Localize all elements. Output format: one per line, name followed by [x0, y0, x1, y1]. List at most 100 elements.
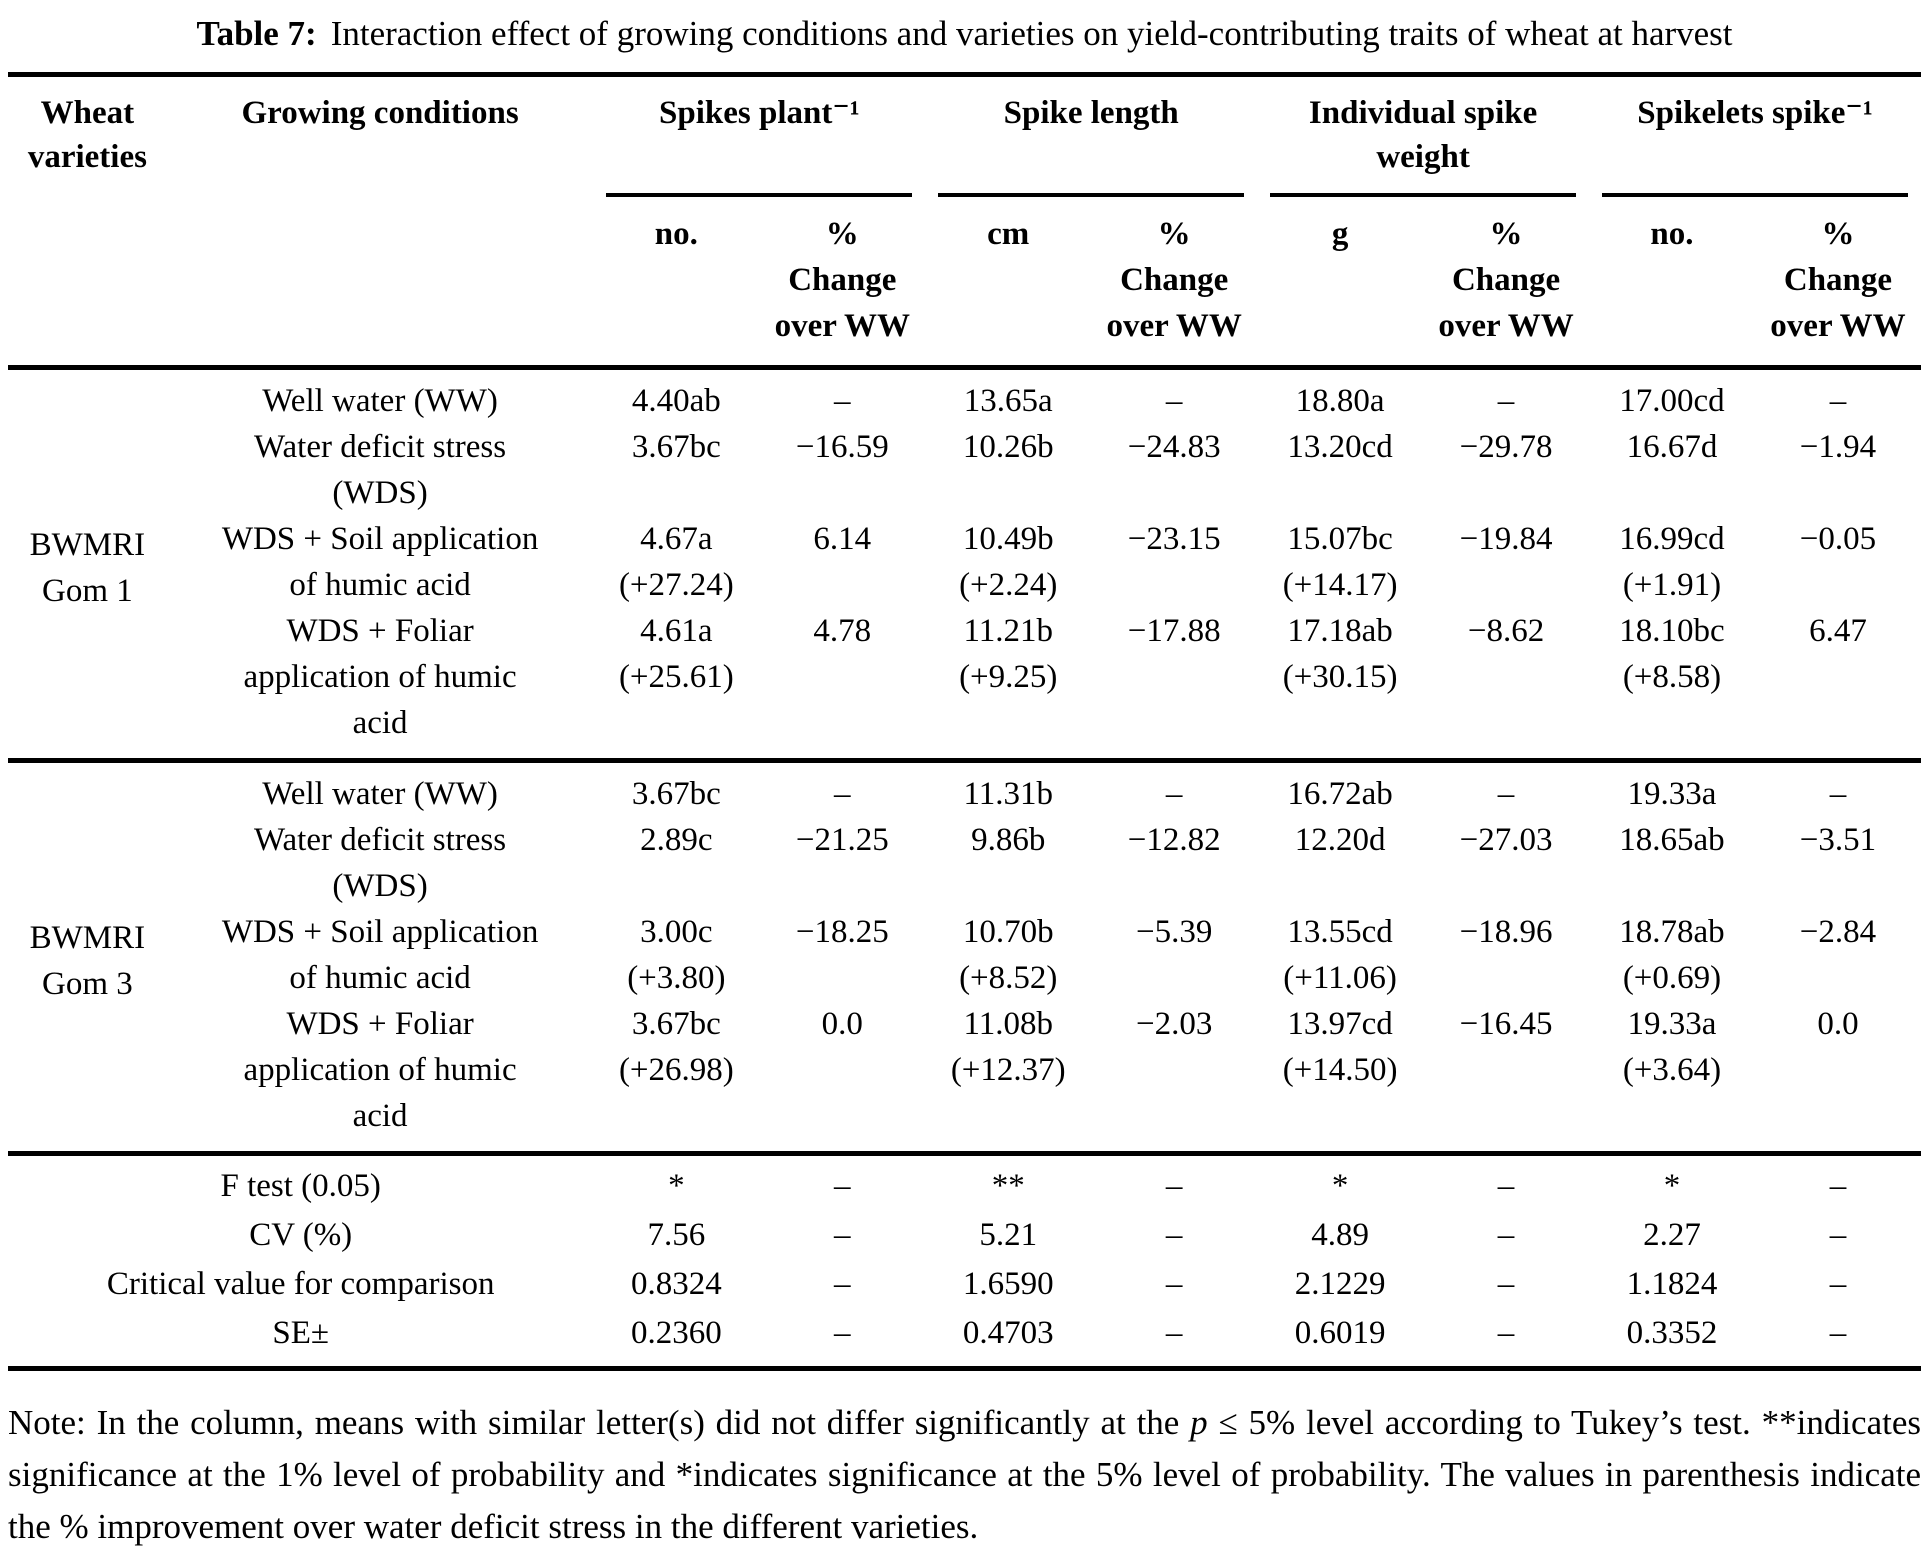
value-main: 17.00cd	[1619, 382, 1725, 419]
value-main: −8.62	[1467, 612, 1545, 649]
value-cell: −29.78	[1423, 424, 1589, 516]
value-main: −16.59	[795, 428, 889, 465]
value-main: 6.14	[813, 520, 872, 557]
value-cell: −18.96	[1423, 909, 1589, 1001]
value-main: 13.65a	[963, 382, 1053, 419]
value-cell: 0.0	[759, 1001, 925, 1154]
header-group-spikelets-spike: Spikelets spike⁻¹	[1589, 75, 1921, 197]
group-underline	[606, 192, 913, 197]
value-cell: −17.88	[1091, 608, 1257, 761]
value-cell: −23.15	[1091, 516, 1257, 608]
value-parenthesis: (+3.64)	[1622, 1051, 1722, 1088]
value-main: 10.49b	[962, 520, 1054, 557]
stats-value-cell: –	[1165, 1167, 1183, 1204]
value-cell: 4.67a (+27.24)	[593, 516, 759, 608]
value-main: 11.31b	[963, 775, 1053, 812]
stats-row: SE± 0.2360 – 0.4703 – 0.6019 – 0.3352 –	[8, 1309, 1921, 1369]
value-cell: 4.40ab	[593, 367, 759, 424]
value-main: −21.25	[795, 821, 889, 858]
value-cell: 13.20cd	[1257, 424, 1423, 516]
value-main: 3.67bc	[631, 1005, 721, 1042]
header-group-spike-length: Spike length	[925, 75, 1257, 197]
stats-value-cell: 4.89	[1311, 1216, 1369, 1253]
value-cell: 3.67bc (+26.98)	[593, 1001, 759, 1154]
value-main: 0.0	[821, 1005, 863, 1042]
value-main: −27.03	[1459, 821, 1553, 858]
header-wheat-varieties: Wheat varieties	[27, 95, 147, 175]
value-cell: 9.86b	[925, 817, 1091, 909]
value-main: −2.84	[1799, 913, 1877, 950]
value-main: −3.51	[1799, 821, 1877, 858]
value-cell: 10.49b (+2.24)	[925, 516, 1091, 608]
value-main: 19.33a	[1627, 1005, 1717, 1042]
value-cell: −12.82	[1091, 817, 1257, 909]
table-row: BWMRI Gom 1 Well water (WW) 4.40ab – 13.65a –…	[8, 367, 1921, 609]
value-main: 18.10bc	[1619, 612, 1725, 649]
value-main: −18.96	[1459, 913, 1553, 950]
value-cell: 17.00cd	[1589, 367, 1755, 424]
table-row: Water deficit stress (WDS) 2.89c −21.25 9.8…	[8, 817, 1921, 909]
table-row: WDS + Soil application of humic acid 3.00…	[8, 909, 1921, 1001]
value-parenthesis: (+9.25)	[959, 658, 1058, 695]
value-cell: −8.62	[1423, 608, 1589, 761]
table-number-label: Table 7:	[196, 14, 317, 53]
variety-group-bwmri-gom-1: BWMRI Gom 1 Well water (WW) 4.40ab – 13.65a –…	[8, 367, 1921, 760]
value-main: 11.08b	[963, 1005, 1053, 1042]
table-row: WDS + Foliar application of humic acid 4.…	[8, 608, 1921, 761]
value-main: 15.07bc	[1287, 520, 1393, 557]
stats-row-label: CV (%)	[249, 1216, 353, 1253]
stats-value-cell: 0.2360	[630, 1314, 722, 1351]
stats-value-cell: 1.1824	[1626, 1265, 1718, 1302]
value-parenthesis: (+27.24)	[618, 566, 734, 603]
variety-label: BWMRI Gom 3	[29, 919, 146, 1002]
value-cell: 16.67d	[1589, 424, 1755, 516]
value-parenthesis: (+0.69)	[1622, 959, 1722, 996]
value-main: 3.00c	[640, 913, 713, 950]
stats-value-cell: 2.27	[1643, 1216, 1701, 1253]
value-main: −0.05	[1799, 520, 1877, 557]
value-cell: 17.18ab (+30.15)	[1257, 608, 1423, 761]
stats-row-label: Critical value for comparison	[106, 1265, 495, 1302]
table-row: WDS + Soil application of humic acid 4.67…	[8, 516, 1921, 608]
note-italic-p: p	[1190, 1402, 1208, 1442]
stats-value-cell: –	[1497, 1314, 1515, 1351]
stats-value-cell: 1.6590	[962, 1265, 1054, 1302]
header-row-units: no. % Change over WW cm % Change over WW…	[8, 197, 1921, 368]
subheader-change: % Change over WW	[774, 215, 910, 344]
subheader-unit: no.	[1650, 215, 1694, 252]
stats-value-cell: –	[1165, 1216, 1183, 1253]
value-main: −5.39	[1135, 913, 1213, 950]
value-parenthesis: (+26.98)	[618, 1051, 734, 1088]
growing-condition-label: WDS + Soil application of humic acid	[221, 520, 539, 603]
statistics-section: F test (0.05) * – ** – * – * – CV (%) 7.56 – 5.21 – 4.…	[8, 1153, 1921, 1368]
value-parenthesis: (+11.06)	[1283, 959, 1397, 996]
value-cell: 16.72ab	[1257, 760, 1423, 817]
value-cell: −2.84	[1755, 909, 1921, 1001]
value-cell: 18.65ab	[1589, 817, 1755, 909]
subheader-unit: no.	[654, 215, 698, 252]
stats-value-cell: 5.21	[979, 1216, 1038, 1253]
value-main: 6.47	[1809, 612, 1867, 649]
value-main: 16.99cd	[1619, 520, 1725, 557]
value-main: 4.40ab	[631, 382, 721, 419]
subheader-unit: g	[1331, 215, 1349, 252]
value-cell: 11.31b	[925, 760, 1091, 817]
value-parenthesis: (+2.24)	[959, 566, 1058, 603]
stats-value-cell: **	[991, 1167, 1025, 1204]
value-cell: 12.20d	[1257, 817, 1423, 909]
value-main: –	[1829, 775, 1847, 812]
stats-value-cell: 0.4703	[962, 1314, 1054, 1351]
stats-value-cell: 0.3352	[1626, 1314, 1718, 1351]
value-main: 4.61a	[640, 612, 713, 649]
value-main: –	[834, 382, 851, 419]
value-cell: 18.10bc (+8.58)	[1589, 608, 1755, 761]
value-parenthesis: (+8.52)	[959, 959, 1058, 996]
value-parenthesis: (+3.80)	[627, 959, 726, 996]
value-cell: –	[1091, 760, 1257, 817]
value-cell: −16.45	[1423, 1001, 1589, 1154]
value-cell: 18.78ab (+0.69)	[1589, 909, 1755, 1001]
value-main: 16.67d	[1626, 428, 1718, 465]
variety-group-bwmri-gom-3: BWMRI Gom 3 Well water (WW) 3.67bc – 11.31b –…	[8, 760, 1921, 1153]
stats-row: Critical value for comparison 0.8324 – 1.65…	[8, 1260, 1921, 1309]
group-underline	[1602, 192, 1908, 197]
